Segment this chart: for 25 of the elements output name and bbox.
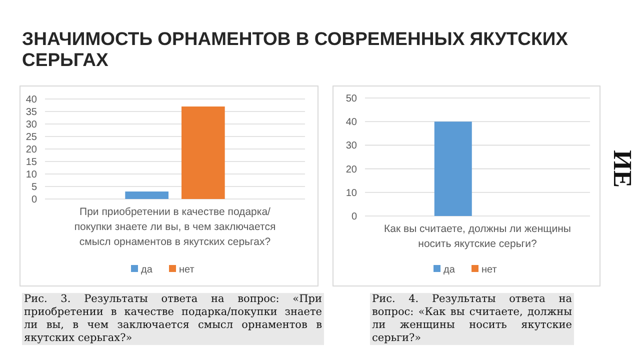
y-tick-label: 0 — [351, 212, 358, 222]
y-tick-label: 25 — [26, 132, 38, 143]
legend-label: да — [141, 264, 153, 276]
text: Рис. 4. Результаты ответа на вопрос: «Как вы считаете, должны ли женщины носить якутские серьги?» — [370, 293, 574, 345]
text: ИЕ — [608, 150, 637, 188]
y-tick-label: 30 — [26, 120, 38, 130]
y-tick-label: 20 — [346, 164, 358, 176]
y-tick-label: 10 — [346, 188, 358, 199]
y-tick-label: 5 — [31, 182, 38, 193]
y-tick-label: 40 — [26, 94, 38, 106]
text: Рис. 3. Результаты ответа на вопрос: «При приобретении в качестве подарка/покупки знаете ли вы, в чем заключается смысл орнаментов в якутских серьгах?» — [22, 293, 324, 345]
chart-title: ЗНАЧИМОСТЬ ОРНАМЕНТОВ В СОВРЕМЕННЫХ ЯКУТСКИХ СЕРЬГАХ — [22, 28, 569, 70]
x-tick-label: Как вы считаете, должны ли женщины носить якутские серьги? — [383, 222, 572, 252]
y-tick-label: 10 — [26, 170, 38, 180]
legend-label: нет — [482, 264, 498, 276]
y-tick-label: 20 — [26, 144, 38, 156]
y-tick-label: 35 — [26, 107, 38, 118]
y-tick-label: 30 — [346, 140, 358, 152]
legend-label: нет — [179, 264, 195, 276]
y-tick-label: 15 — [26, 157, 38, 168]
legend-label: да — [444, 264, 456, 276]
y-tick-label: 0 — [31, 194, 38, 206]
x-tick-label: При приобретении в качестве подарка/покупки знаете ли вы, в чем заключается смысл орнаментов в якутских серьгах? — [73, 205, 277, 250]
y-tick-label: 50 — [346, 94, 358, 104]
y-tick-label: 40 — [346, 117, 358, 128]
